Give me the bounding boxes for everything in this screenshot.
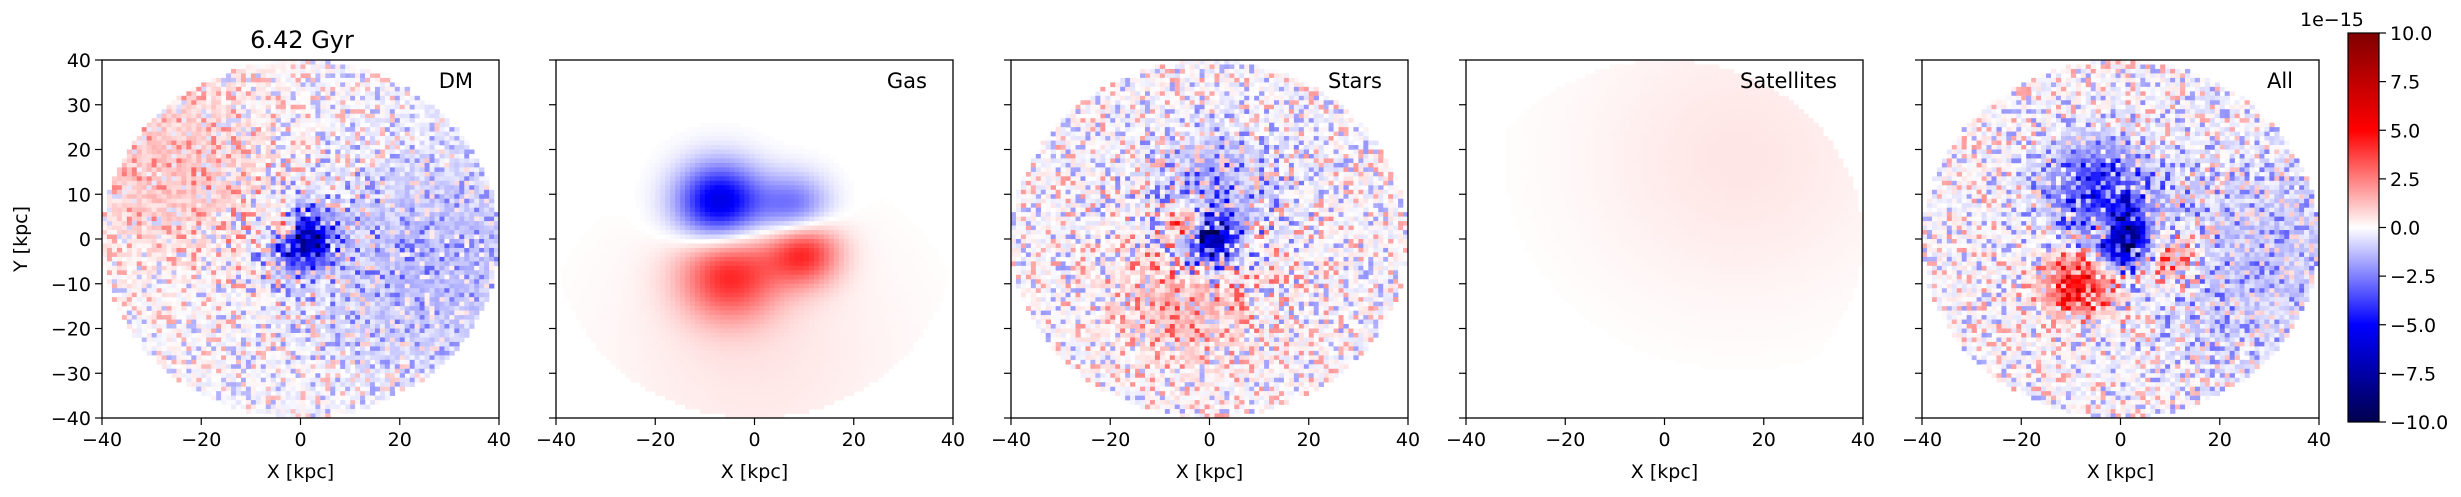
- x-tick-label: −20: [635, 429, 675, 451]
- panel-stars: −40 −20 0 20 40 X [kpc] Stars: [991, 60, 1420, 483]
- panel-label: Stars: [1328, 69, 1382, 93]
- colorbar-tick-label: 10.0: [2390, 23, 2432, 45]
- x-axis-label: X [kpc]: [721, 461, 788, 483]
- x-tick-label: −20: [1090, 429, 1130, 451]
- x-tick-label: −20: [181, 429, 221, 451]
- x-tick-label: 0: [1203, 429, 1215, 451]
- x-tick-label: 40: [1851, 429, 1875, 451]
- panel-all: −40 −20 0 20 40 X [kpc] All: [1902, 60, 2331, 483]
- x-tick-label: −40: [1902, 429, 1942, 451]
- x-tick-label: 0: [2114, 429, 2126, 451]
- x-tick-label: 40: [941, 429, 965, 451]
- y-axis: −40 −30 −20 −10 0 10 20 30 40: [51, 50, 102, 430]
- y-tick-label: 0: [79, 229, 91, 251]
- colorbar-tick-label: 5.0: [2390, 120, 2420, 142]
- x-axis: −40 −20 0 20 40: [1902, 418, 2331, 451]
- x-axis: −40 −20 0 20 40: [536, 418, 965, 451]
- panel-dm: −40 −20 0 20 40 X [kpc] −40 −30 −20 −10 0 10 20 30 40 Y…: [10, 50, 511, 483]
- panel-satellites: −40 −20 0 20 40 X [kpc] Satellites: [1446, 60, 1875, 483]
- x-tick-label: 20: [388, 429, 412, 451]
- y-tick-label: −40: [51, 408, 91, 430]
- panel-label: Satellites: [1740, 69, 1837, 93]
- x-tick-label: −40: [1446, 429, 1486, 451]
- x-tick-label: 0: [748, 429, 760, 451]
- x-tick-label: −40: [82, 429, 122, 451]
- colorbar-tick-label: 2.5: [2390, 169, 2420, 191]
- colorbar-tick-label: −10.0: [2390, 412, 2448, 434]
- x-axis-label: X [kpc]: [2087, 461, 2154, 483]
- colorbar-tick-label: 7.5: [2390, 72, 2420, 94]
- x-tick-label: 20: [1297, 429, 1321, 451]
- x-tick-label: −40: [536, 429, 576, 451]
- colorbar-gradient: [2348, 33, 2379, 422]
- x-axis: −40 −20 0 20 40: [1446, 418, 1875, 451]
- colorbar-scale-label: 1e−15: [2300, 9, 2364, 31]
- panels-group: −40 −20 0 20 40 X [kpc] −40 −30 −20 −10 0 10 20 30 40 Y…: [10, 50, 2331, 483]
- x-axis: −40 −20 0 20 40: [82, 418, 511, 451]
- y-axis-label: Y [kpc]: [10, 206, 32, 273]
- x-tick-label: 40: [2307, 429, 2331, 451]
- colorbar-tick-label: −7.5: [2390, 363, 2436, 385]
- y-axis: [549, 60, 556, 418]
- time-title: 6.42 Gyr: [250, 26, 354, 54]
- x-tick-label: 20: [2208, 429, 2232, 451]
- heatmap-cells: [1506, 60, 1864, 369]
- y-tick-label: −30: [51, 363, 91, 385]
- y-tick-label: 10: [67, 184, 91, 206]
- x-axis: −40 −20 0 20 40: [991, 418, 1420, 451]
- x-axis-label: X [kpc]: [267, 461, 334, 483]
- heatmap-cells: [1922, 60, 2319, 418]
- heatmap-cells: [102, 60, 499, 418]
- y-axis: [1004, 60, 1011, 418]
- y-tick-label: 20: [67, 140, 91, 162]
- panel-label: Gas: [887, 69, 927, 93]
- y-axis: [1459, 60, 1466, 418]
- x-axis-label: X [kpc]: [1176, 461, 1243, 483]
- x-tick-label: 40: [487, 429, 511, 451]
- y-tick-label: 40: [67, 50, 91, 72]
- colorbar: −10.0 −7.5 −5.0 −2.5 0.0 2.5 5.0 7.5 10.0 1e−15: [2300, 9, 2448, 434]
- colorbar-tick-label: 0.0: [2390, 218, 2420, 240]
- y-tick-label: −10: [51, 274, 91, 296]
- y-tick-label: −20: [51, 319, 91, 341]
- x-tick-label: −20: [2001, 429, 2041, 451]
- colorbar-tick-label: −2.5: [2390, 266, 2436, 288]
- x-tick-label: 0: [294, 429, 306, 451]
- x-tick-label: −20: [1545, 429, 1585, 451]
- x-tick-label: 40: [1396, 429, 1420, 451]
- x-axis-label: X [kpc]: [1631, 461, 1698, 483]
- x-tick-label: 20: [842, 429, 866, 451]
- colorbar-tick-label: −5.0: [2390, 315, 2436, 337]
- y-tick-label: 30: [67, 95, 91, 117]
- x-tick-label: 20: [1752, 429, 1776, 451]
- panel-gas: −40 −20 0 20 40 X [kpc] Gas: [536, 60, 965, 483]
- panel-label: All: [2267, 69, 2293, 93]
- x-tick-label: −40: [991, 429, 1031, 451]
- x-tick-label: 0: [1658, 429, 1670, 451]
- heatmap-cells: [1011, 60, 1408, 418]
- heatmap-cells: [561, 123, 948, 419]
- panel-label: DM: [439, 69, 473, 93]
- y-axis: [1915, 60, 1922, 418]
